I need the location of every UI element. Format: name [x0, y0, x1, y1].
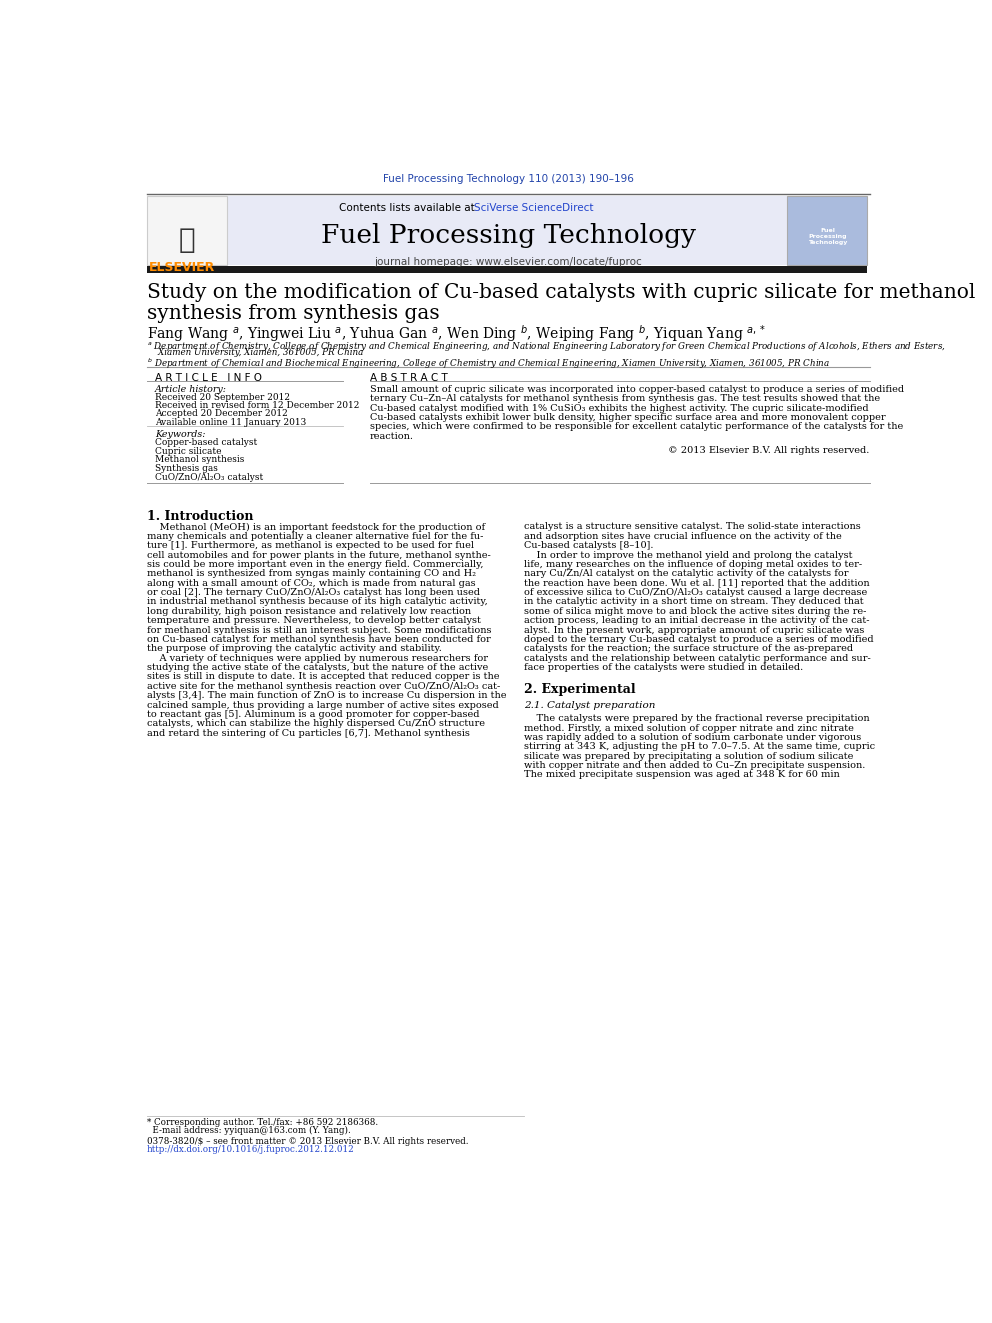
Text: http://dx.doi.org/10.1016/j.fuproc.2012.12.012: http://dx.doi.org/10.1016/j.fuproc.2012.…: [147, 1144, 355, 1154]
Text: Fang Wang $^{a}$, Yingwei Liu $^{a}$, Yuhua Gan $^{a}$, Wen Ding $^{b}$, Weiping: Fang Wang $^{a}$, Yingwei Liu $^{a}$, Yu…: [147, 323, 766, 344]
Text: life, many researches on the influence of doping metal oxides to ter-: life, many researches on the influence o…: [524, 560, 862, 569]
Text: ture [1]. Furthermore, as methanol is expected to be used for fuel: ture [1]. Furthermore, as methanol is ex…: [147, 541, 474, 550]
Text: catalysts for the reaction; the surface structure of the as-prepared: catalysts for the reaction; the surface …: [524, 644, 853, 654]
Text: method. Firstly, a mixed solution of copper nitrate and zinc nitrate: method. Firstly, a mixed solution of cop…: [524, 724, 854, 733]
Text: methanol is synthesized from syngas mainly containing CO and H₂: methanol is synthesized from syngas main…: [147, 569, 476, 578]
Text: was rapidly added to a solution of sodium carbonate under vigorous: was rapidly added to a solution of sodiu…: [524, 733, 861, 742]
Text: on Cu-based catalyst for methanol synthesis have been conducted for: on Cu-based catalyst for methanol synthe…: [147, 635, 491, 644]
Text: Copper-based catalyst: Copper-based catalyst: [155, 438, 257, 447]
FancyBboxPatch shape: [147, 266, 867, 273]
Text: ternary Cu–Zn–Al catalysts for methanol synthesis from synthesis gas. The test r: ternary Cu–Zn–Al catalysts for methanol …: [370, 394, 880, 404]
Text: CuO/ZnO/Al₂O₃ catalyst: CuO/ZnO/Al₂O₃ catalyst: [155, 472, 263, 482]
Text: face properties of the catalysts were studied in detailed.: face properties of the catalysts were st…: [524, 663, 804, 672]
Text: alysts [3,4]. The main function of ZnO is to increase Cu dispersion in the: alysts [3,4]. The main function of ZnO i…: [147, 691, 507, 700]
Text: Synthesis gas: Synthesis gas: [155, 464, 217, 472]
Text: synthesis from synthesis gas: synthesis from synthesis gas: [147, 304, 439, 323]
Text: in industrial methanol synthesis because of its high catalytic activity,: in industrial methanol synthesis because…: [147, 598, 488, 606]
Text: The catalysts were prepared by the fractional reverse precipitation: The catalysts were prepared by the fract…: [524, 714, 869, 724]
Text: catalysts, which can stabilize the highly dispersed Cu/ZnO structure: catalysts, which can stabilize the highl…: [147, 720, 485, 728]
Text: the reaction have been done. Wu et al. [11] reported that the addition: the reaction have been done. Wu et al. […: [524, 578, 869, 587]
Text: long durability, high poison resistance and relatively low reaction: long durability, high poison resistance …: [147, 607, 471, 615]
Text: of excessive silica to CuO/ZnO/Al₂O₃ catalyst caused a large decrease: of excessive silica to CuO/ZnO/Al₂O₃ cat…: [524, 587, 867, 597]
Text: E-mail address: yyiquan@163.com (Y. Yang).: E-mail address: yyiquan@163.com (Y. Yang…: [147, 1126, 351, 1135]
Text: calcined sample, thus providing a large number of active sites exposed: calcined sample, thus providing a large …: [147, 700, 499, 709]
Text: temperature and pressure. Nevertheless, to develop better catalyst: temperature and pressure. Nevertheless, …: [147, 617, 481, 626]
Text: nary Cu/Zn/Al catalyst on the catalytic activity of the catalysts for: nary Cu/Zn/Al catalyst on the catalytic …: [524, 569, 848, 578]
Text: Cupric silicate: Cupric silicate: [155, 447, 221, 455]
Text: and adsorption sites have crucial influence on the activity of the: and adsorption sites have crucial influe…: [524, 532, 841, 541]
Text: Fuel Processing Technology 110 (2013) 190–196: Fuel Processing Technology 110 (2013) 19…: [383, 175, 634, 184]
Text: to reactant gas [5]. Aluminum is a good promoter for copper-based: to reactant gas [5]. Aluminum is a good …: [147, 710, 479, 718]
Text: $^{b}$ Department of Chemical and Biochemical Engineering, College of Chemistry : $^{b}$ Department of Chemical and Bioche…: [147, 356, 830, 370]
Text: 🌳: 🌳: [179, 226, 195, 254]
Text: with copper nitrate and then added to Cu–Zn precipitate suspension.: with copper nitrate and then added to Cu…: [524, 761, 865, 770]
Text: 2. Experimental: 2. Experimental: [524, 683, 636, 696]
Text: ELSEVIER: ELSEVIER: [150, 261, 215, 274]
Text: Xiamen University, Xiamen, 361005, PR China: Xiamen University, Xiamen, 361005, PR Ch…: [147, 348, 363, 357]
Text: many chemicals and potentially a cleaner alternative fuel for the fu-: many chemicals and potentially a cleaner…: [147, 532, 483, 541]
Text: action process, leading to an initial decrease in the activity of the cat-: action process, leading to an initial de…: [524, 617, 869, 626]
Text: © 2013 Elsevier B.V. All rights reserved.: © 2013 Elsevier B.V. All rights reserved…: [669, 446, 870, 455]
Text: Contents lists available at: Contents lists available at: [339, 202, 478, 213]
Text: 0378-3820/$ – see front matter © 2013 Elsevier B.V. All rights reserved.: 0378-3820/$ – see front matter © 2013 El…: [147, 1136, 468, 1146]
Text: active site for the methanol synthesis reaction over CuO/ZnO/Al₂O₃ cat-: active site for the methanol synthesis r…: [147, 681, 500, 691]
Text: * Corresponding author. Tel./fax: +86 592 2186368.: * Corresponding author. Tel./fax: +86 59…: [147, 1118, 378, 1127]
Text: Small amount of cupric silicate was incorporated into copper-based catalyst to p: Small amount of cupric silicate was inco…: [370, 385, 904, 394]
Text: Fuel Processing Technology: Fuel Processing Technology: [320, 224, 696, 247]
Text: stirring at 343 K, adjusting the pH to 7.0–7.5. At the same time, cupric: stirring at 343 K, adjusting the pH to 7…: [524, 742, 875, 751]
Text: or coal [2]. The ternary CuO/ZnO/Al₂O₃ catalyst has long been used: or coal [2]. The ternary CuO/ZnO/Al₂O₃ c…: [147, 587, 480, 597]
Text: journal homepage: www.elsevier.com/locate/fuproc: journal homepage: www.elsevier.com/locat…: [375, 257, 642, 266]
Text: In order to improve the methanol yield and prolong the catalyst: In order to improve the methanol yield a…: [524, 550, 852, 560]
Text: studying the active state of the catalysts, but the nature of the active: studying the active state of the catalys…: [147, 663, 488, 672]
Text: Methanol synthesis: Methanol synthesis: [155, 455, 244, 464]
Text: Received 20 September 2012: Received 20 September 2012: [155, 393, 290, 402]
Text: some of silica might move to and block the active sites during the re-: some of silica might move to and block t…: [524, 607, 866, 615]
Text: for methanol synthesis is still an interest subject. Some modifications: for methanol synthesis is still an inter…: [147, 626, 492, 635]
Text: 2.1. Catalyst preparation: 2.1. Catalyst preparation: [524, 701, 655, 710]
Text: Cu-based catalysts exhibit lower bulk density, higher specific surface area and : Cu-based catalysts exhibit lower bulk de…: [370, 413, 886, 422]
Text: in the catalytic activity in a short time on stream. They deduced that: in the catalytic activity in a short tim…: [524, 598, 863, 606]
Text: The mixed precipitate suspension was aged at 348 K for 60 min: The mixed precipitate suspension was age…: [524, 770, 839, 779]
Text: Keywords:: Keywords:: [155, 430, 205, 439]
Text: and retard the sintering of Cu particles [6,7]. Methanol synthesis: and retard the sintering of Cu particles…: [147, 729, 470, 738]
Text: sites is still in dispute to date. It is accepted that reduced copper is the: sites is still in dispute to date. It is…: [147, 672, 500, 681]
Text: along with a small amount of CO₂, which is made from natural gas: along with a small amount of CO₂, which …: [147, 578, 476, 587]
Text: Available online 11 January 2013: Available online 11 January 2013: [155, 418, 306, 426]
Text: Cu-based catalyst modified with 1% CuSiO₃ exhibits the highest activity. The cup: Cu-based catalyst modified with 1% CuSiO…: [370, 404, 869, 413]
Text: Accepted 20 December 2012: Accepted 20 December 2012: [155, 409, 288, 418]
Text: catalysts and the relationship between catalytic performance and sur-: catalysts and the relationship between c…: [524, 654, 871, 663]
Text: doped to the ternary Cu-based catalyst to produce a series of modified: doped to the ternary Cu-based catalyst t…: [524, 635, 873, 644]
Text: the purpose of improving the catalytic activity and stability.: the purpose of improving the catalytic a…: [147, 644, 442, 654]
Text: catalyst is a structure sensitive catalyst. The solid-state interactions: catalyst is a structure sensitive cataly…: [524, 523, 860, 532]
FancyBboxPatch shape: [147, 196, 227, 265]
FancyBboxPatch shape: [788, 196, 867, 265]
Text: A variety of techniques were applied by numerous researchers for: A variety of techniques were applied by …: [147, 654, 488, 663]
Text: silicate was prepared by precipitating a solution of sodium silicate: silicate was prepared by precipitating a…: [524, 751, 853, 761]
Text: A R T I C L E   I N F O: A R T I C L E I N F O: [155, 373, 262, 382]
Text: $^{a}$ Department of Chemistry, College of Chemistry and Chemical Engineering, a: $^{a}$ Department of Chemistry, College …: [147, 340, 945, 353]
Text: Fuel
Processing
Technology: Fuel Processing Technology: [807, 228, 847, 246]
Text: sis could be more important even in the energy field. Commercially,: sis could be more important even in the …: [147, 560, 483, 569]
Text: cell automobiles and for power plants in the future, methanol synthe-: cell automobiles and for power plants in…: [147, 550, 491, 560]
Text: A B S T R A C T: A B S T R A C T: [370, 373, 447, 382]
Text: Study on the modification of Cu-based catalysts with cupric silicate for methano: Study on the modification of Cu-based ca…: [147, 283, 975, 302]
Text: alyst. In the present work, appropriate amount of cupric silicate was: alyst. In the present work, appropriate …: [524, 626, 864, 635]
Text: Methanol (MeOH) is an important feedstock for the production of: Methanol (MeOH) is an important feedstoc…: [147, 523, 485, 532]
Text: reaction.: reaction.: [370, 431, 414, 441]
Text: 1. Introduction: 1. Introduction: [147, 511, 254, 523]
Text: SciVerse ScienceDirect: SciVerse ScienceDirect: [474, 202, 593, 213]
Text: Received in revised form 12 December 2012: Received in revised form 12 December 201…: [155, 401, 359, 410]
Text: Cu-based catalysts [8–10].: Cu-based catalysts [8–10].: [524, 541, 654, 550]
Text: Article history:: Article history:: [155, 385, 227, 394]
Text: species, which were confirmed to be responsible for excellent catalytic performa: species, which were confirmed to be resp…: [370, 422, 904, 431]
FancyBboxPatch shape: [228, 196, 788, 265]
